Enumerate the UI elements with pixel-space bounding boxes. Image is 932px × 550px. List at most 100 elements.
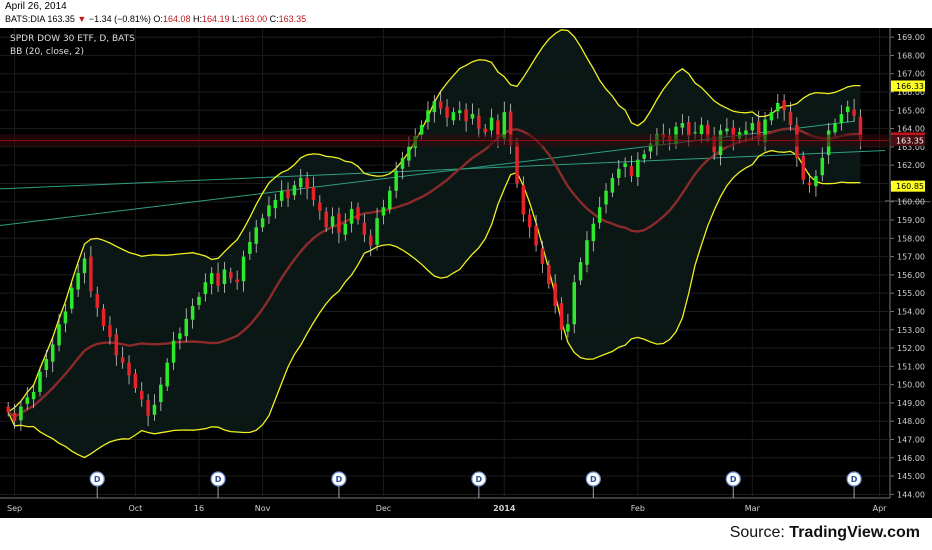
x-tick-label: Dec [376, 504, 391, 513]
candle-up [44, 359, 49, 370]
candle-down [782, 100, 786, 111]
candle-up [203, 282, 208, 295]
candle-up [25, 397, 30, 404]
symbol-label[interactable]: BATS:DIA [5, 14, 45, 24]
x-tick-labels: SepOct16NovDec2014FebMarAprMay [7, 504, 888, 513]
candle-down [521, 185, 526, 215]
candle-up [763, 119, 767, 143]
candle-down [801, 156, 805, 180]
candle-down [362, 222, 367, 235]
candle-up [814, 176, 818, 187]
candle-up [578, 262, 583, 281]
candle-up [260, 218, 265, 228]
candle-up [776, 102, 780, 112]
candle-down [337, 213, 341, 233]
candle-down [852, 109, 856, 116]
candle-up [394, 170, 398, 191]
candle-up [381, 207, 386, 216]
candle-up [50, 344, 55, 362]
candle-down [788, 112, 793, 125]
candle-up [470, 113, 475, 119]
candle-down [229, 272, 233, 279]
candle-up [572, 282, 576, 325]
candle-up [82, 258, 87, 274]
candle-up [585, 240, 589, 265]
y-tick-label: 149.00 [897, 399, 925, 408]
dividend-marker [585, 471, 601, 487]
y-tick-label: 147.00 [897, 435, 925, 444]
x-tick-label: 16 [194, 504, 204, 513]
candle-up [617, 168, 621, 178]
y-tick-label: 153.00 [897, 326, 925, 335]
candle-down [496, 120, 500, 138]
candle-up [152, 404, 157, 415]
candle-up [489, 117, 494, 131]
candle-down [559, 303, 564, 330]
price-tag-upper [891, 80, 925, 92]
candle-up [623, 163, 627, 167]
close-label: C: [269, 14, 279, 24]
quote-line: BATS:DIA 163.35 ▼ −1.34 (−0.81%) O:164.0… [5, 14, 306, 24]
candle-up [222, 269, 227, 285]
y-tick-label: 151.00 [897, 362, 925, 371]
chart-date: April 26, 2014 [5, 1, 67, 12]
y-tick-label: 146.00 [897, 454, 925, 463]
support-line [884, 200, 931, 203]
candle-down [235, 279, 239, 283]
dividend-label: D [94, 475, 101, 484]
candle-down [324, 211, 328, 228]
y-tick-label: 145.00 [897, 472, 925, 481]
candlestick-chart[interactable]: DDDDDDDD 144.00145.00146.00147.00148.001… [0, 28, 932, 518]
candle-up [680, 123, 685, 128]
candle-up [820, 157, 825, 176]
dividend-label: D [336, 475, 343, 484]
candle-up [330, 216, 335, 227]
candle-up [273, 199, 278, 209]
y-tick-label: 152.00 [897, 344, 925, 353]
x-tick-label: Sep [7, 504, 22, 513]
candle-up [70, 287, 74, 309]
candle-up [407, 146, 411, 161]
time-axis[interactable] [0, 498, 890, 518]
dividend-marker [471, 471, 487, 487]
indicator-label: BB (20, close, 2) [10, 47, 84, 57]
candle-up [57, 324, 61, 346]
dividend-label: D [730, 475, 737, 484]
x-tick-label: Apr [873, 504, 888, 513]
candle-up [750, 123, 755, 131]
chart-area[interactable]: DDDDDDDD 144.00145.00146.00147.00148.001… [0, 28, 932, 518]
candle-down [356, 207, 360, 221]
candle-up [165, 362, 169, 387]
candle-up [432, 101, 437, 113]
candle-up [349, 209, 354, 224]
y-tick-label: 156.00 [897, 271, 925, 280]
candle-down [629, 166, 634, 177]
price-axis[interactable] [890, 28, 932, 518]
candle-up [642, 154, 646, 159]
candle-down [89, 256, 93, 292]
y-tick-label: 160.00 [897, 198, 925, 207]
source-credit: Source: TradingView.com [730, 524, 920, 542]
candle-down [311, 187, 316, 200]
price-tag-lower [891, 180, 925, 192]
candle-up [610, 177, 615, 193]
candle-down [305, 177, 309, 189]
candle-up [604, 190, 608, 205]
y-tick-label: 148.00 [897, 417, 925, 426]
y-tick-label: 158.00 [897, 234, 925, 243]
source-brand: TradingView.com [789, 524, 920, 541]
candle-down [146, 400, 150, 416]
candle-up [190, 305, 195, 320]
y-tick-label: 150.00 [897, 381, 925, 390]
dividend-marker [846, 471, 862, 487]
price-change: −1.34 (−0.81%) [88, 14, 151, 24]
x-tick-label: Oct [128, 504, 142, 513]
candle-down [540, 248, 545, 264]
dividend-label: D [590, 475, 597, 484]
candle-down [477, 115, 481, 129]
candle-down [527, 214, 532, 228]
candle-up [76, 273, 80, 290]
source-prefix: Source: [729, 524, 790, 541]
x-tick-label: Feb [631, 504, 645, 513]
basis-line [7, 127, 861, 419]
